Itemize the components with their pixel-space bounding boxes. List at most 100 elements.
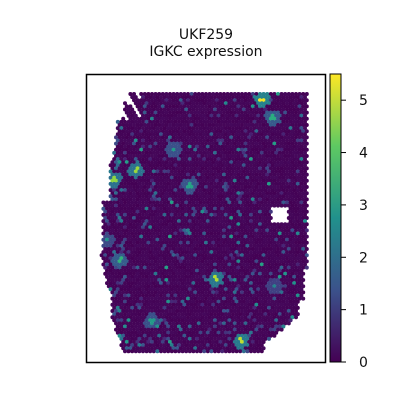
spot [159,293,163,298]
spot [297,154,302,158]
spot [250,278,255,282]
spot [121,228,126,233]
spot [265,234,270,239]
spot [141,336,145,341]
spot [182,296,187,301]
spot [144,181,149,186]
spot [182,141,187,146]
spot [168,234,172,239]
spot [299,212,304,217]
spot [178,309,183,313]
spot [189,290,194,295]
spot [135,340,140,344]
spot [130,299,135,304]
spot [171,228,176,233]
spot [304,259,309,264]
spot [222,259,226,264]
spot [137,119,142,124]
spot [303,175,307,180]
spot [117,321,122,326]
spot [207,166,212,171]
spot [160,123,165,127]
spot [254,321,259,326]
spot [151,144,156,149]
spot [126,113,131,118]
spot [281,163,286,168]
spot [274,250,279,255]
spot [186,98,190,103]
spot [169,231,174,236]
spot [144,243,149,248]
spot [166,250,171,255]
spot [247,160,252,165]
spot [247,271,252,276]
spot [153,228,158,233]
spot [292,281,297,286]
spot [198,107,203,112]
spot [191,256,196,261]
spot [117,302,122,307]
spot [193,228,198,233]
spot [177,312,181,317]
spot [297,271,302,276]
spot [133,330,138,335]
spot [126,231,131,236]
spot [299,101,304,106]
spot [175,228,180,233]
spot [191,126,196,131]
spot [162,225,167,230]
spot [214,271,219,276]
spot [177,293,181,298]
spot [238,305,243,310]
spot [223,330,228,335]
spot [162,101,167,106]
spot [241,336,246,341]
spot [114,154,118,158]
spot [126,132,131,137]
spot [184,312,189,317]
spot [184,250,189,255]
spot [200,104,205,109]
spot [258,178,262,183]
spot [207,265,212,270]
spot [229,185,234,189]
spot [283,92,288,96]
spot [207,278,212,282]
spot [218,135,223,140]
spot [243,98,248,103]
spot [124,129,129,134]
spot [261,247,266,251]
spot [202,219,207,224]
spot [270,330,275,335]
spot [213,256,217,261]
spot [229,259,234,264]
spot [124,346,129,351]
spot [150,123,154,127]
spot [155,200,160,205]
spot [177,95,181,100]
spot [121,203,126,208]
spot [103,240,108,245]
spot [196,327,201,332]
spot [144,101,149,106]
spot [171,197,176,202]
spot [119,336,124,341]
spot [259,243,264,248]
spot [184,268,189,273]
spot [137,132,142,137]
spot [148,262,153,267]
spot [211,135,216,140]
spot [214,333,219,338]
spot [115,318,120,323]
spot [148,157,153,162]
spot [103,253,108,258]
spot [195,126,199,131]
spot [115,287,120,292]
spot [204,160,208,165]
spot [222,284,226,289]
spot [263,243,268,248]
spot [198,225,203,230]
spot [169,324,174,329]
spot [283,191,288,196]
spot [153,98,158,103]
